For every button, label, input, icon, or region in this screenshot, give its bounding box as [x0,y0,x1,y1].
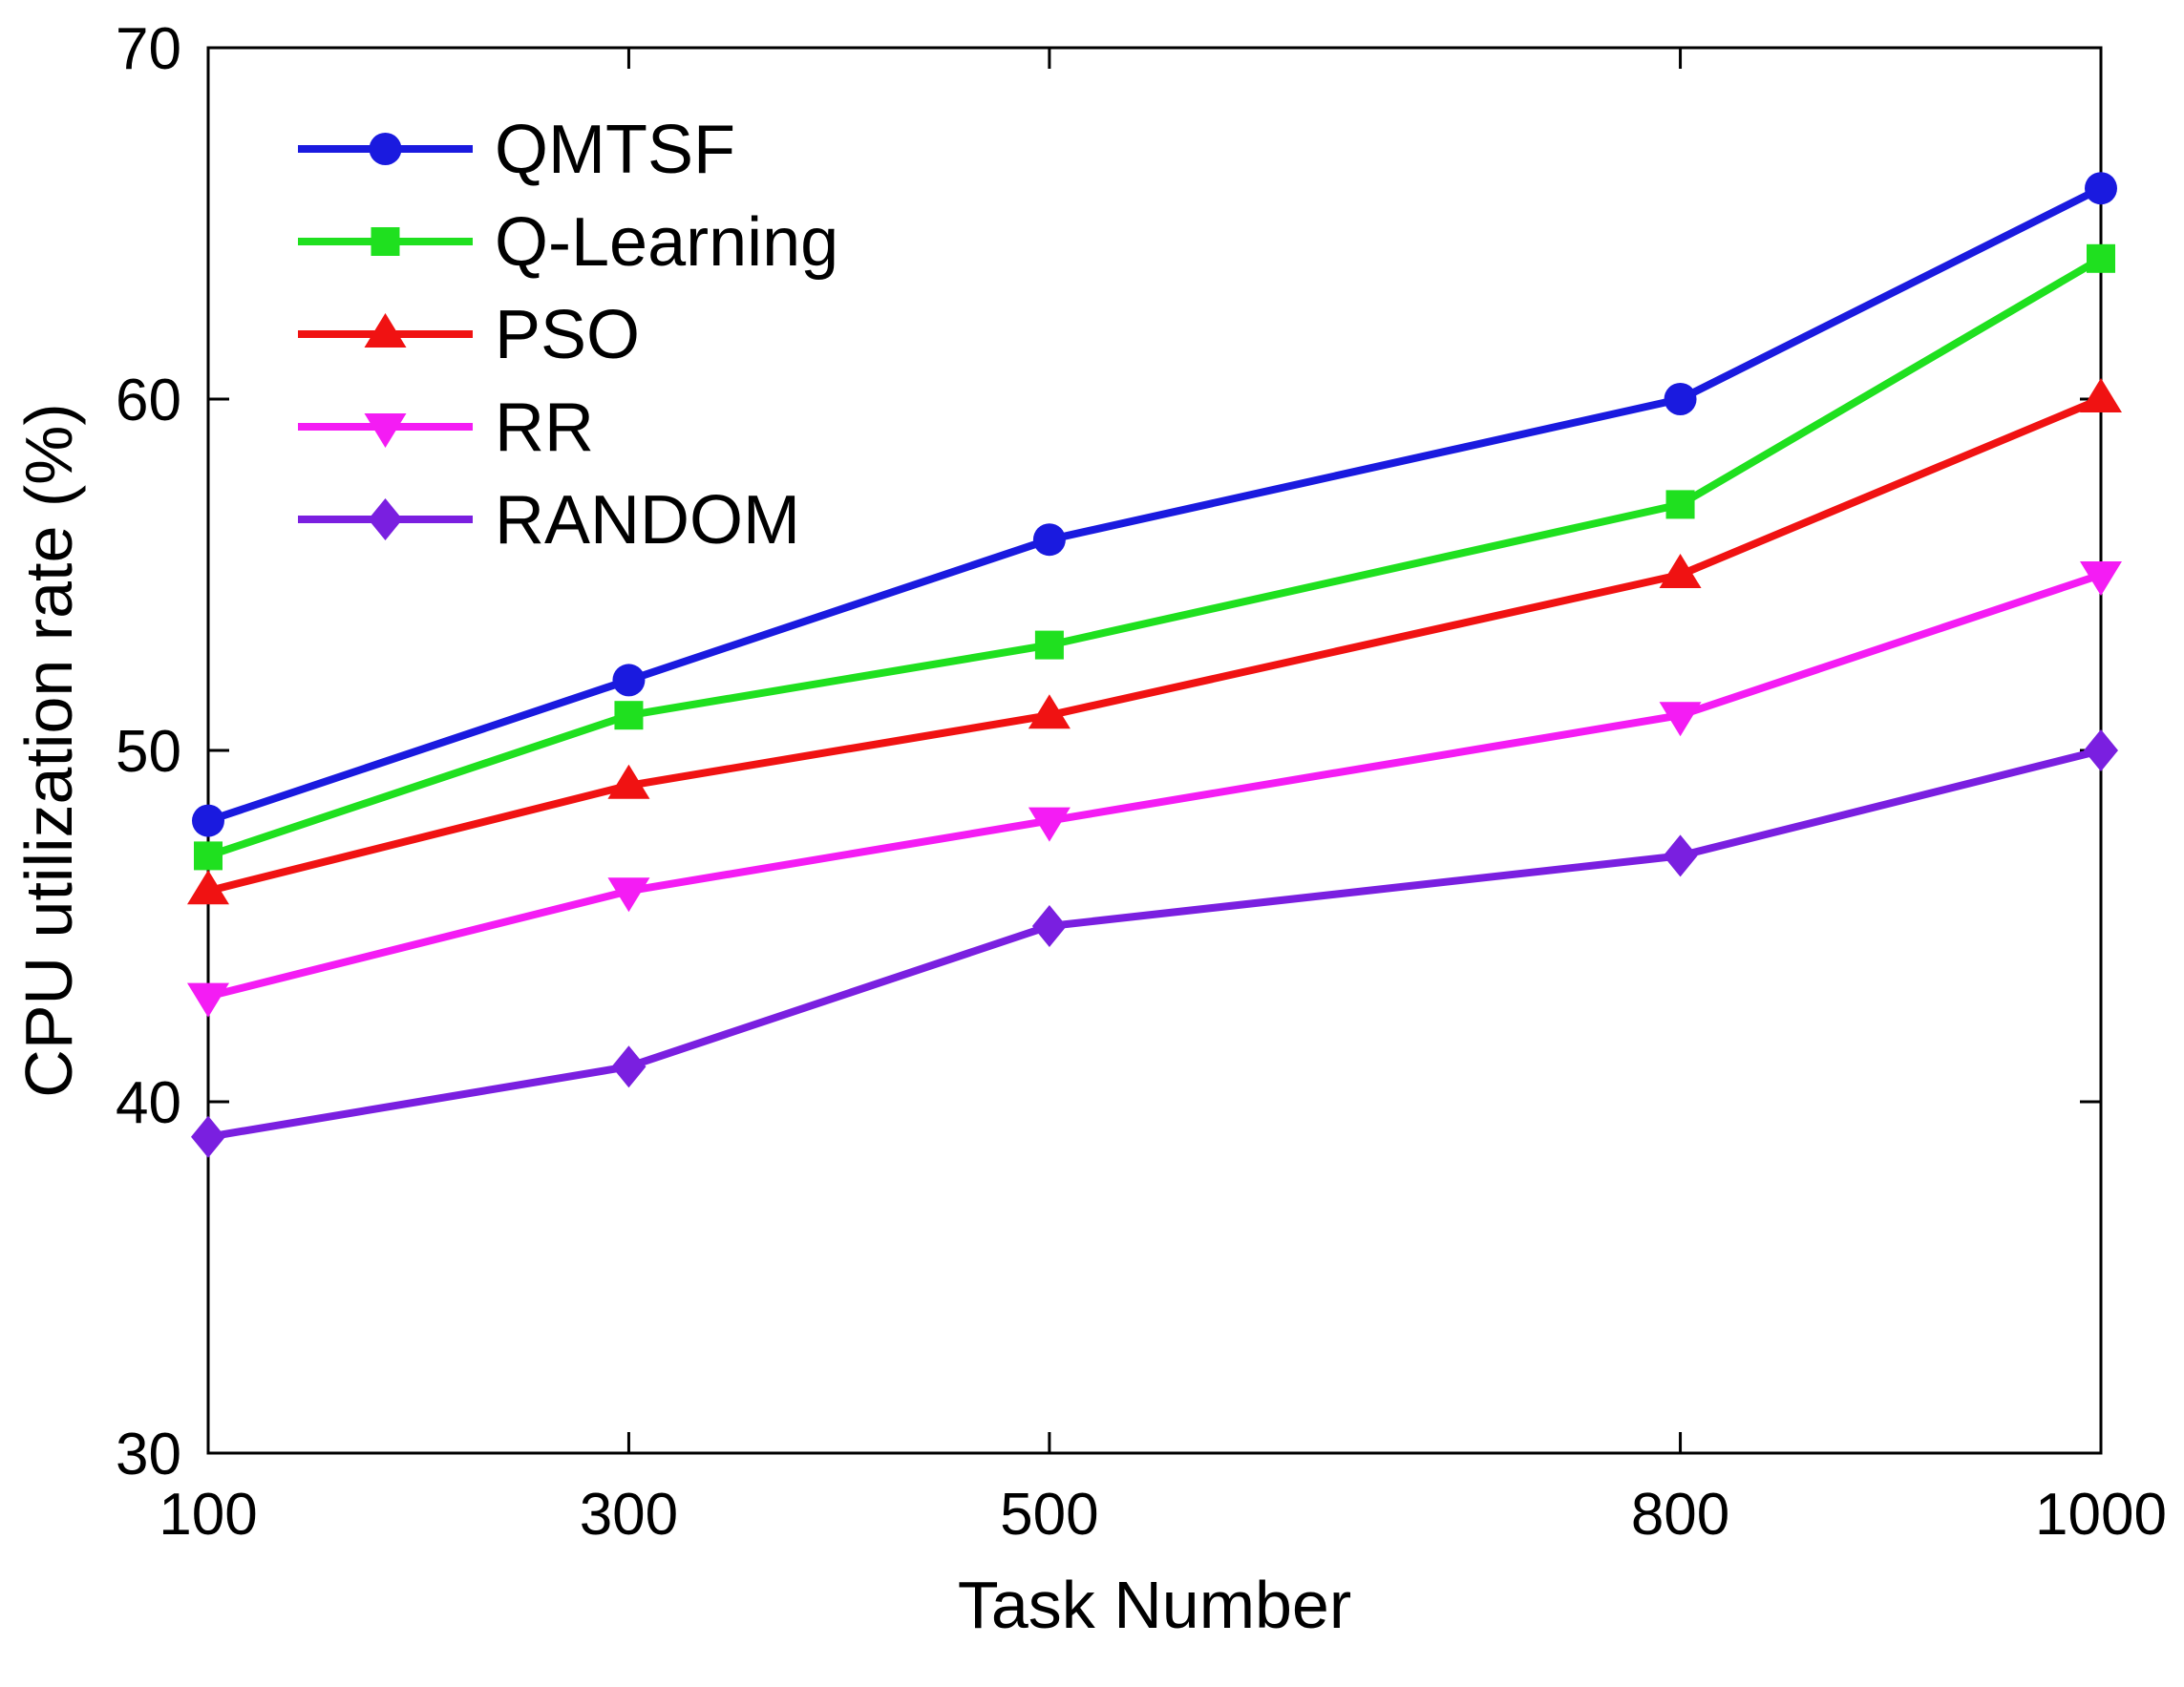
data-point-pso [187,870,229,905]
series-line-pso [207,395,2103,896]
data-point-random [1031,905,1067,947]
legend-item-qmtsf: QMTSF [298,112,735,188]
legend-marker-random [368,498,403,540]
data-point-random [2084,729,2118,771]
plot-frame [206,46,2103,1455]
x-tick-label: 1000 [2035,1482,2167,1548]
legend: QMTSF Q-Learning PSO RR RANDOM [298,112,838,559]
y-tick-label: 40 [116,1070,181,1136]
legend-item-rr: RR [298,390,594,466]
y-tick-label: 30 [116,1422,181,1487]
data-point-random [191,1115,225,1158]
data-point-q-learning [614,701,644,730]
y-tick-label: 70 [116,16,181,82]
legend-marker-rr [364,413,407,448]
legend-marker-pso [364,313,407,348]
data-point-rr [607,877,650,913]
series-pso [187,378,2122,905]
legend-marker-q-learning [371,227,400,256]
data-point-qmtsf [2085,172,2117,205]
legend-label-pso: PSO [495,297,640,373]
data-point-rr [2080,561,2122,596]
y-axis-title: CPU utilization rate (%) [11,403,86,1097]
data-point-pso [2080,378,2122,412]
series-rr [187,561,2122,1018]
x-tick-label: 300 [580,1482,678,1548]
data-point-q-learning [2087,243,2115,273]
legend-label-qmtsf: QMTSF [495,112,735,188]
series-random [191,729,2118,1158]
axes: 100 300 500 800 1000 30 40 50 60 70 [116,16,2167,1548]
data-point-q-learning [1665,490,1695,519]
legend-label-rr: RR [495,390,594,466]
x-tick-label: 800 [1631,1482,1729,1548]
x-tick-label: 500 [1000,1482,1098,1548]
data-point-random [1663,834,1698,877]
data-point-q-learning [1034,630,1064,660]
x-tick-label: 100 [159,1482,257,1548]
data-point-pso [1659,554,1702,588]
data-point-q-learning [194,841,223,871]
series-line-q-learning [206,255,2104,860]
legend-item-q-learning: Q-Learning [298,204,838,281]
data-point-pso [607,764,650,799]
data-point-qmtsf [1664,383,1697,415]
data-point-rr [1659,702,1702,737]
x-axis-title: Task Number [958,1568,1351,1642]
legend-item-random: RANDOM [298,482,800,559]
series-q-learning [194,243,2115,871]
series-line-random [207,747,2102,1141]
data-point-qmtsf [1032,523,1066,557]
series-lines [187,172,2122,1158]
data-point-qmtsf [612,664,646,697]
data-point-qmtsf [192,804,224,837]
series-qmtsf [192,172,2117,837]
y-tick-label: 50 [116,719,181,785]
legend-marker-qmtsf [369,133,402,165]
legend-label-q-learning: Q-Learning [495,204,838,281]
data-point-random [611,1045,647,1088]
legend-item-pso: PSO [298,297,640,373]
series-line-qmtsf [206,184,2103,825]
series-line-rr [207,571,2103,1001]
legend-label-random: RANDOM [495,482,800,559]
y-tick-label: 60 [116,368,181,433]
data-point-pso [1028,694,1071,729]
data-point-rr [187,982,229,1018]
data-point-rr [1028,807,1071,842]
